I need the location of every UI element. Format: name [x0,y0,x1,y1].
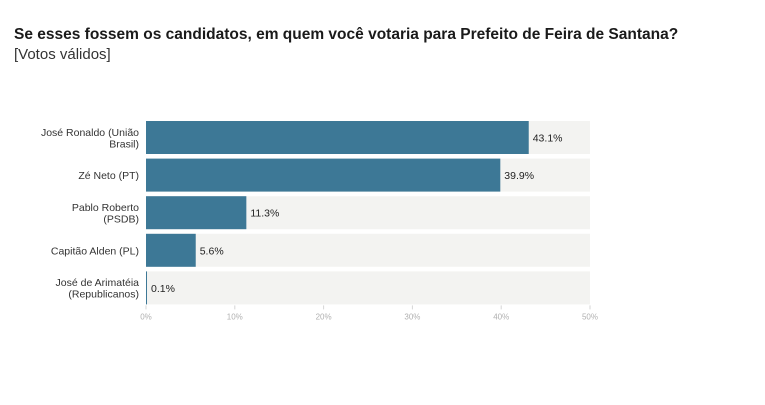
category-label-line: (Republicanos) [68,289,139,301]
category-label: José Ronaldo (União Brasil) [41,127,139,151]
category-label-line: Brasil) [109,138,139,150]
x-tick-label: 0% [140,312,152,321]
bar-track [146,233,590,267]
bar-value-label: 11.3% [250,208,279,220]
bar-value-label: 5.6% [200,245,224,257]
bar [146,233,196,267]
chart-title: Se esses fossem os candidatos, em quem v… [14,26,679,43]
x-tick-label: 10% [227,312,243,321]
category-label: José de Arimatéia (Republicanos) [56,277,140,301]
category-label: Pablo Roberto (PSDB) [72,202,139,226]
category-label-line: José Ronaldo (União [41,127,139,139]
category-label-line: Capitão Alden (PL) [51,245,139,257]
category-label-line: José de Arimatéia [56,277,140,289]
bar-value-label: 0.1% [151,283,175,295]
bar [146,121,529,154]
category-label-line: Pablo Roberto [72,202,139,214]
x-tick-label: 20% [316,312,332,321]
category-label: Capitão Alden (PL) [51,245,139,257]
bar-value-label: 39.9% [504,170,534,182]
bar [146,271,147,305]
x-tick-label: 40% [493,312,509,321]
x-tick-label: 50% [582,312,598,321]
bar-track [146,271,590,305]
x-tick-label: 30% [404,312,420,321]
bar-value-label: 43.1% [533,133,563,145]
category-label-line: Zé Neto (PT) [78,170,139,182]
bar [146,196,247,230]
category-label-line: (PSDB) [103,213,139,225]
chart-subtitle: [Votos válidos] [14,46,111,63]
bar [146,158,501,192]
category-label: Zé Neto (PT) [78,170,139,182]
